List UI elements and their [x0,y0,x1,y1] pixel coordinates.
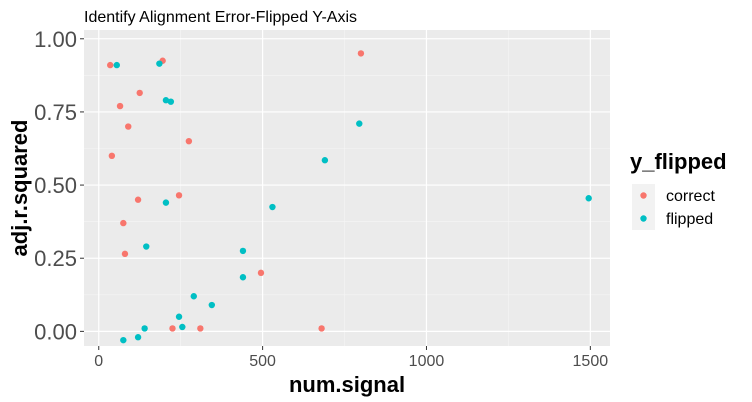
point-flipped [585,195,592,202]
point-flipped [321,157,329,164]
point-flipped [162,199,170,206]
point-correct [107,61,114,69]
y-axis-title: adj.r.squared [7,120,32,257]
plot-panel [84,30,610,346]
point-flipped [175,313,183,320]
legend-label-flipped: flipped [666,211,713,228]
point-flipped [239,274,247,281]
x-tick-label: 1000 [409,353,445,370]
point-flipped [120,336,127,344]
point-correct [134,196,142,203]
legend: y_flipped correct flipped [630,149,727,230]
point-correct [197,325,204,332]
point-correct [136,89,143,97]
y-tick-label: 1.00 [34,27,77,52]
point-correct [116,102,124,110]
minor-gridlines [84,30,610,346]
point-correct [357,50,365,57]
point-flipped [162,97,170,104]
point-correct [318,325,325,332]
point-flipped [356,120,363,127]
y-tick-label: 0.25 [34,246,77,271]
y-tick-label: 0.00 [34,319,77,344]
legend-label-correct: correct [666,188,715,205]
data-points [107,50,592,344]
point-flipped [190,293,197,300]
legend-marker-flipped [640,215,647,222]
point-flipped [208,301,216,309]
point-correct [121,250,129,258]
point-flipped [143,243,150,250]
point-correct [175,192,183,199]
point-correct [120,219,127,227]
point-flipped [141,325,148,332]
point-flipped [134,334,142,341]
point-correct [169,325,176,332]
legend-marker-correct [640,192,647,199]
point-flipped [179,323,186,331]
point-correct [125,123,132,130]
point-correct [257,269,265,277]
x-tick-label: 0 [94,353,103,370]
point-flipped [156,60,163,67]
point-flipped [113,61,120,69]
point-flipped [269,203,276,211]
point-correct [185,137,193,145]
point-flipped [239,247,247,255]
x-tick-label: 500 [249,353,276,370]
y-tick-label: 0.50 [34,173,77,198]
point-flipped [167,98,175,105]
legend-title: y_flipped [630,149,727,174]
x-tick-label: 1500 [573,353,609,370]
y-tick-label: 0.75 [34,100,77,125]
chart-title: Identify Alignment Error-Flipped Y-Axis [84,9,357,26]
axes: 0 500 1000 1500 0.00 0.25 0.50 0.75 1.00 [34,27,608,370]
x-axis-title: num.signal [289,372,405,397]
point-correct [108,152,116,160]
